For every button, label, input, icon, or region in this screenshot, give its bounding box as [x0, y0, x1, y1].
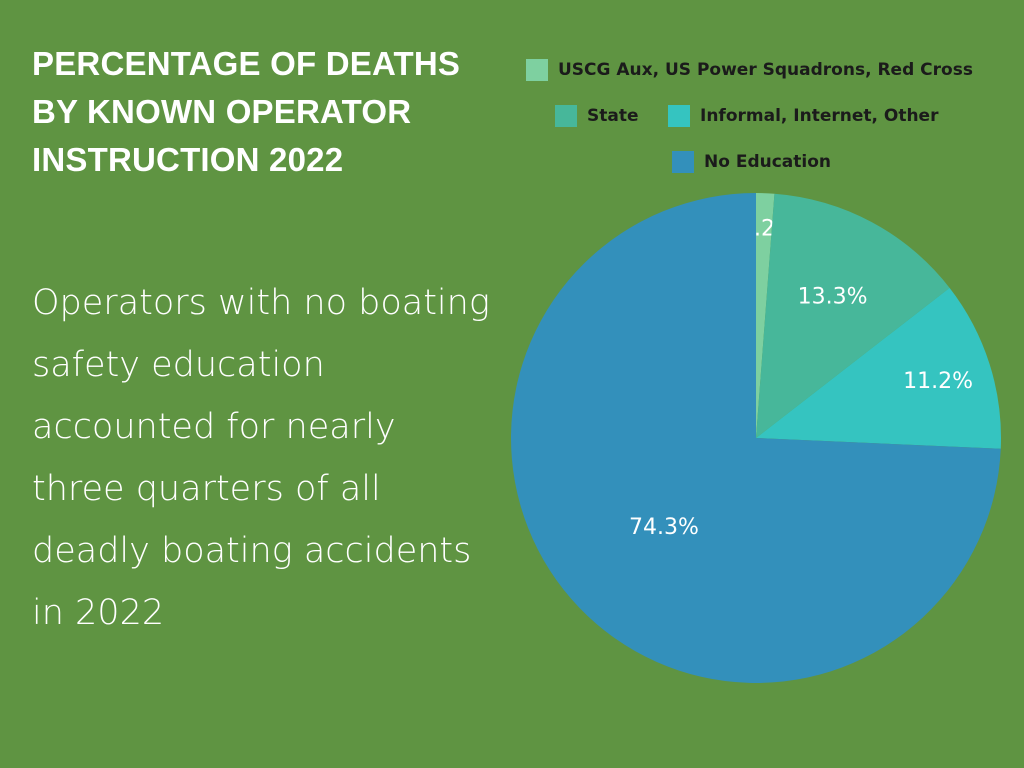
legend-item-informal: Informal, Internet, Other: [668, 105, 938, 127]
legend: USCG Aux, US Power Squadrons, Red Cross …: [0, 0, 1024, 190]
pie-slice-no-education: [510, 193, 1001, 684]
legend-item-state: State: [555, 105, 639, 127]
slice-label-no-education: 74.3%: [629, 515, 699, 540]
legend-swatch-informal: [668, 105, 690, 127]
slice-label-state: 13.3%: [798, 285, 868, 310]
pie-slice-uscg: [756, 193, 775, 438]
legend-swatch-uscg: [526, 59, 548, 81]
legend-label-no-education: No Education: [704, 152, 831, 172]
legend-label-state: State: [587, 106, 639, 126]
legend-label-informal: Informal, Internet, Other: [700, 106, 939, 126]
legend-item-uscg: USCG Aux, US Power Squadrons, Red Cross: [526, 59, 973, 81]
legend-item-no-education: No Education: [672, 151, 831, 173]
summary-text: Operators with no boating safety educati…: [32, 283, 490, 633]
pie-slice-informal: [756, 287, 1001, 449]
legend-label-uscg: USCG Aux, US Power Squadrons, Red Cross: [558, 60, 973, 80]
slice-label-informal: 11.2%: [903, 369, 973, 394]
legend-swatch-state: [555, 105, 577, 127]
legend-swatch-no-education: [672, 151, 694, 173]
chart-title: PERCENTAGE OF DEATHS BY KNOWN OPERATOR I…: [32, 45, 461, 178]
pie-slice-state: [756, 193, 950, 438]
